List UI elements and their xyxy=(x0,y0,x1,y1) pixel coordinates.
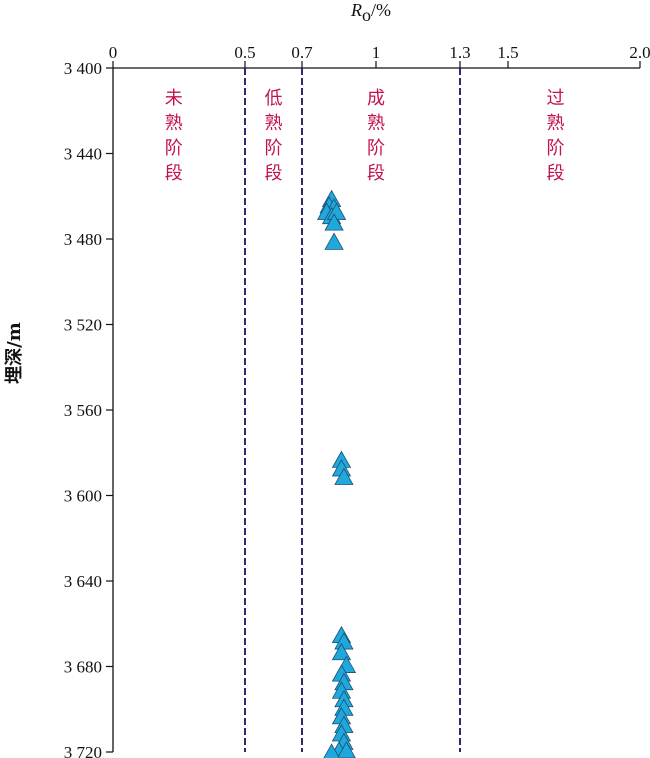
data-points xyxy=(316,189,357,758)
x-ticks: 0 0.5 0.7 1 1.3 1.5 2.0 xyxy=(109,43,650,68)
threshold-lines xyxy=(244,68,461,752)
x-axis-title-subscript: o xyxy=(362,5,371,25)
y-tick-label: 3 600 xyxy=(64,487,102,506)
zone-label-char: 阶 xyxy=(265,138,283,159)
data-point xyxy=(324,232,344,250)
x-tick-label: 0 xyxy=(109,43,118,62)
y-ticks: 3 400 3 440 3 480 3 520 3 560 3 600 3 640 3 680… xyxy=(64,59,113,758)
zone-label-char: 低 xyxy=(265,88,283,109)
x-tick-label: 2.0 xyxy=(629,43,650,62)
zone-label-char: 熟 xyxy=(547,113,565,134)
x-axis-title-unit: /% xyxy=(371,0,391,20)
y-tick-label: 3 640 xyxy=(64,572,102,591)
zone-label-char: 段 xyxy=(265,163,283,184)
zone-label-char: 成 xyxy=(367,88,385,109)
x-tick-label: 1.3 xyxy=(449,43,470,62)
zone-label-char: 段 xyxy=(367,163,385,184)
x-axis-title: R o /% xyxy=(350,0,391,25)
zone-label-char: 段 xyxy=(165,163,183,184)
zone-label-char: 熟 xyxy=(165,113,183,134)
x-tick-label: 0.7 xyxy=(291,43,313,62)
data-point xyxy=(324,213,344,231)
zone-label-char: 阶 xyxy=(367,138,385,159)
y-tick-label: 3 400 xyxy=(64,59,102,78)
data-point xyxy=(336,741,356,758)
data-point xyxy=(331,642,352,661)
zone-label-char: 熟 xyxy=(367,113,385,134)
zone-label-char: 阶 xyxy=(547,138,565,159)
y-tick-label: 3 680 xyxy=(64,658,102,677)
zone-label-char: 段 xyxy=(547,163,565,184)
y-axis-label: 埋深/m xyxy=(3,322,25,384)
y-tick-label: 3 720 xyxy=(64,743,102,758)
x-tick-label: 1 xyxy=(372,43,381,62)
x-tick-label: 0.5 xyxy=(234,43,255,62)
data-point xyxy=(323,743,340,758)
x-tick-label: 1.5 xyxy=(497,43,518,62)
zone-label-char: 未 xyxy=(165,88,183,109)
y-tick-label: 3 440 xyxy=(64,145,102,164)
zone-label-char: 熟 xyxy=(265,113,283,134)
y-axis-label-text: 埋深/m xyxy=(3,322,25,384)
zone-label-char: 过 xyxy=(547,88,565,109)
x-axis-title-symbol: R xyxy=(350,0,362,20)
data-point xyxy=(334,467,354,485)
zone-label-char: 阶 xyxy=(165,138,183,159)
y-tick-label: 3 480 xyxy=(64,230,102,249)
y-tick-label: 3 520 xyxy=(64,316,102,335)
y-tick-label: 3 560 xyxy=(64,401,102,420)
